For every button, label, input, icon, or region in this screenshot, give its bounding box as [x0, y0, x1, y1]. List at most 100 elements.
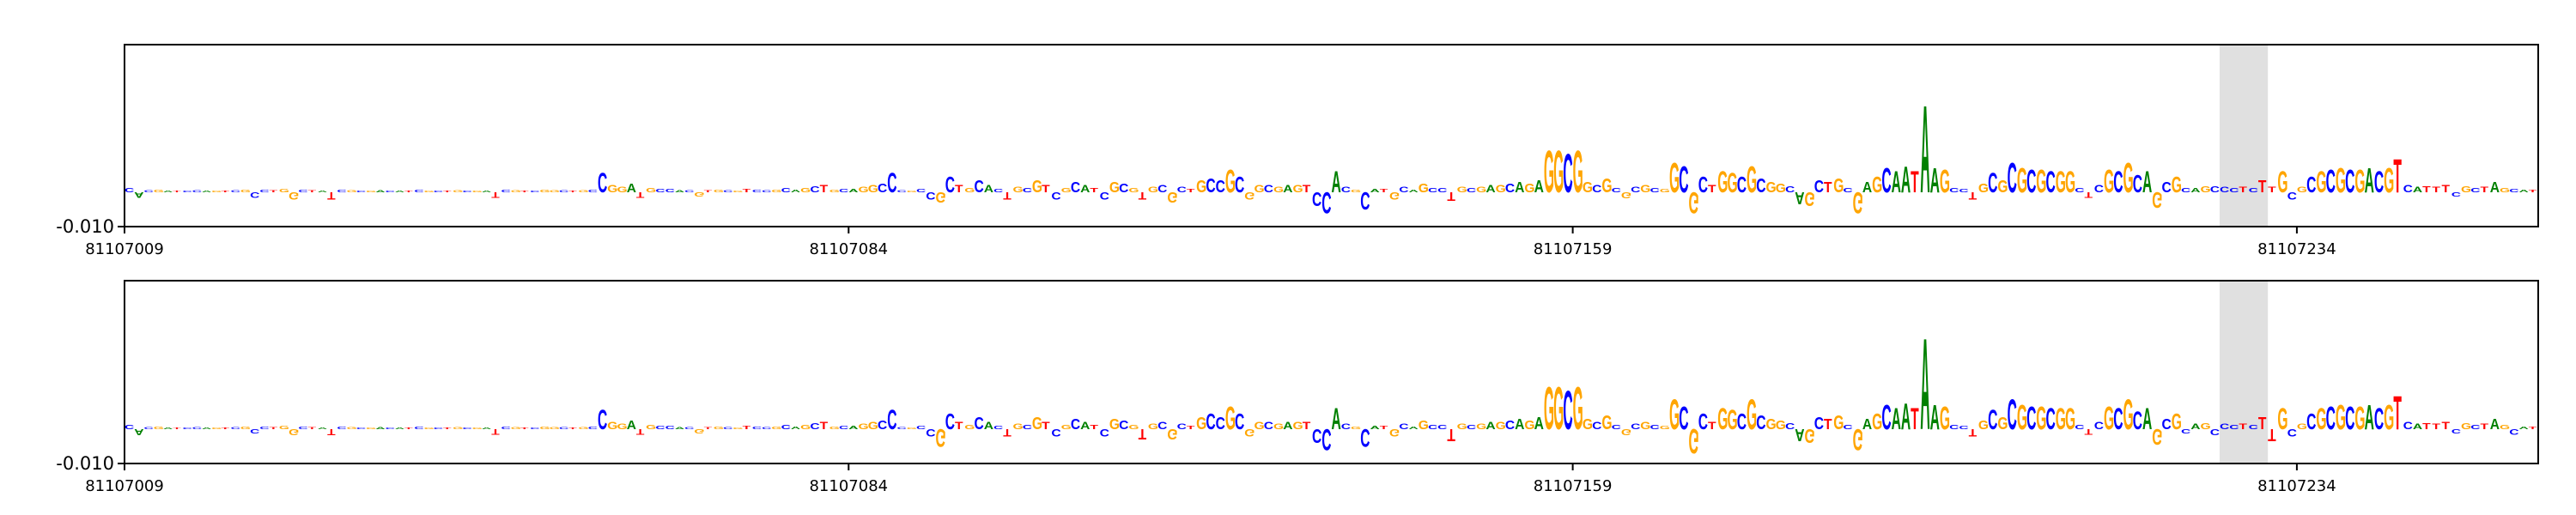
logo-letter: C — [665, 425, 676, 430]
logo-letter: G — [800, 423, 811, 430]
logo-letter: C — [2026, 164, 2036, 200]
logo-letter: C — [2306, 173, 2316, 197]
logo-letter: C — [684, 427, 694, 430]
logo-letter: A — [134, 427, 144, 437]
logo-letter: C — [1360, 187, 1370, 215]
logo-letter: A — [395, 427, 404, 430]
logo-letter: G — [1351, 189, 1361, 193]
logo-letter: G — [2461, 421, 2471, 431]
logo-letter: G — [2384, 161, 2394, 200]
logo-letter: T — [704, 190, 713, 193]
logo-letter: G — [617, 422, 627, 431]
logo-letter: T — [955, 421, 963, 432]
logo-letter: G — [2017, 397, 2027, 437]
logo-letter: C — [1756, 412, 1765, 434]
logo-letter: G — [1293, 421, 1303, 432]
logo-letter: G — [2336, 161, 2346, 200]
logo-letter: C — [2210, 185, 2221, 195]
logo-letter: C — [231, 427, 240, 430]
logo-letter: C — [2075, 423, 2085, 430]
logo-letter: G — [1717, 166, 1728, 199]
logo-letter: A — [318, 427, 327, 429]
logo-letter: G — [1583, 179, 1593, 196]
logo-letter: A — [318, 191, 327, 193]
logo-letter: C — [1023, 187, 1033, 194]
logo-letter: G — [2104, 164, 2114, 200]
logo-letter: G — [2017, 161, 2027, 200]
logo-letter: G — [1496, 184, 1506, 195]
logo-letter: C — [501, 426, 511, 430]
logo-letter: C — [684, 190, 694, 193]
logo-letter: A — [1515, 179, 1524, 196]
logo-letter: C — [655, 188, 665, 193]
logo-letter: T — [1042, 184, 1050, 195]
logo-letter: G — [1351, 426, 1361, 430]
logo-letter: G — [1997, 414, 2008, 433]
logo-letter: C — [926, 190, 935, 201]
x-tick-label: 81107234 — [2257, 477, 2336, 495]
logo-letter: G — [607, 421, 617, 432]
logo-letter: T — [1447, 189, 1455, 203]
logo-letter: G — [453, 190, 463, 193]
logo-letter: T — [743, 188, 752, 193]
logo-letter: G — [2104, 401, 2114, 437]
logo-letter: C — [2509, 427, 2518, 436]
logo-letter: A — [202, 191, 211, 193]
logo-letter: A — [2365, 161, 2374, 200]
logo-letter: C — [298, 427, 307, 430]
logo-letter: T — [2422, 421, 2431, 431]
logo-letter: A — [627, 418, 636, 432]
logo-letter: T — [491, 427, 500, 436]
logo-letter: T — [2085, 191, 2093, 199]
logo-letter: A — [791, 426, 801, 430]
logo-letter: C — [1843, 423, 1853, 430]
logo-letter: T — [1380, 188, 1389, 193]
logo-letter: G — [859, 422, 869, 431]
logo-letter: C — [2026, 401, 2036, 437]
logo-letter: A — [202, 427, 211, 429]
logo-letter: G — [1553, 374, 1564, 442]
logo-letter: T — [1303, 184, 1311, 195]
logo-letter: C — [2451, 427, 2462, 434]
logo-letter: A — [1283, 184, 1292, 195]
logo-letter: G — [732, 191, 744, 193]
logo-letter: T — [270, 190, 278, 193]
logo-letter: C — [2113, 402, 2123, 436]
logo-letter: C — [530, 427, 539, 429]
logo-letter: A — [2142, 166, 2152, 199]
logo-letter: A — [1795, 425, 1804, 444]
logo-letter: C — [250, 427, 260, 434]
logo-letter: G — [1496, 421, 1506, 432]
logo-letter: A — [163, 427, 173, 429]
logo-letter: G — [2354, 164, 2365, 200]
logo-letter: G — [1244, 190, 1255, 201]
logo-letter: C — [1698, 408, 1709, 433]
logo-letter: G — [646, 187, 656, 194]
logo-letter: T — [327, 190, 336, 201]
logo-letter: G — [2384, 397, 2394, 437]
logo-letter: C — [916, 425, 927, 430]
logo-letter: A — [2490, 415, 2500, 433]
logo-letter: C — [2133, 170, 2142, 197]
logo-letter: G — [2200, 185, 2210, 195]
logo-letter: A — [2413, 422, 2422, 431]
logo-letter: G — [2277, 402, 2287, 436]
logo-letter: A — [1534, 177, 1544, 196]
logo-letter: T — [2239, 422, 2247, 431]
logo-letter: C — [2229, 423, 2239, 430]
logo-letter: T — [1824, 179, 1832, 196]
logo-letter: C — [501, 189, 511, 193]
x-tick-label: 81107084 — [809, 477, 888, 495]
logo-letter: A — [163, 191, 173, 193]
logo-letter: T — [1447, 425, 1455, 444]
logo-letter: T — [404, 427, 413, 429]
logo-letter: T — [1003, 190, 1012, 201]
logo-letter: T — [2268, 425, 2276, 444]
logo-letter: T — [820, 184, 829, 195]
logo-letter: C — [1321, 422, 1331, 457]
logo-letter: G — [1032, 414, 1042, 433]
logo-letter: C — [897, 427, 907, 430]
logo-letter: G — [1601, 175, 1612, 197]
logo-letter: G — [1853, 185, 1863, 219]
